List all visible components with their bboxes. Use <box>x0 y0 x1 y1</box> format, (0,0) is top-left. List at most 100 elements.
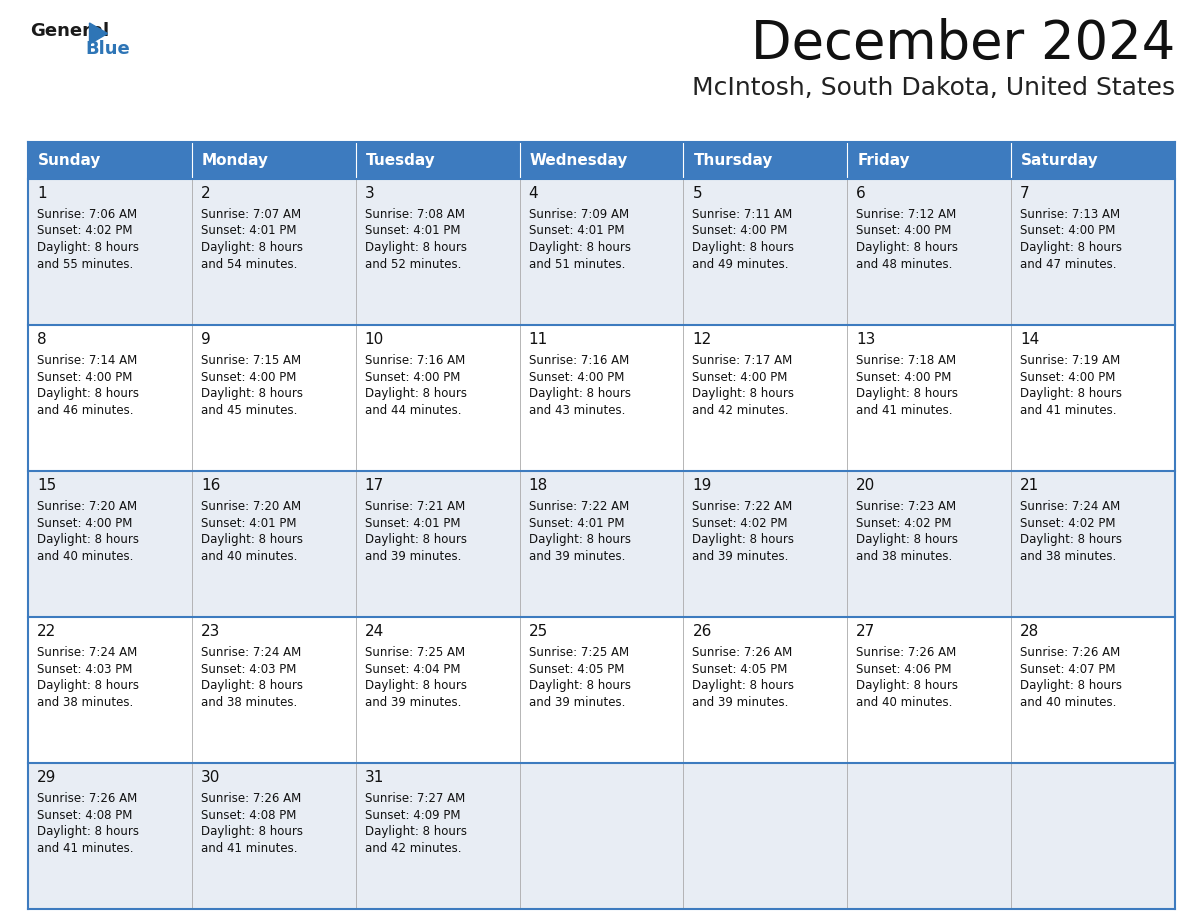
Bar <box>29 142 191 178</box>
Text: and 47 minutes.: and 47 minutes. <box>1020 258 1117 271</box>
Text: Sunrise: 7:23 AM: Sunrise: 7:23 AM <box>857 500 956 513</box>
Text: Friday: Friday <box>858 152 910 168</box>
Text: Daylight: 8 hours: Daylight: 8 hours <box>857 533 959 546</box>
Text: 28: 28 <box>1020 624 1040 639</box>
Bar <box>29 471 1175 617</box>
Text: and 38 minutes.: and 38 minutes. <box>37 696 133 709</box>
Text: Sunset: 4:05 PM: Sunset: 4:05 PM <box>693 663 788 676</box>
Text: Daylight: 8 hours: Daylight: 8 hours <box>693 533 795 546</box>
Text: Daylight: 8 hours: Daylight: 8 hours <box>37 533 139 546</box>
Bar <box>847 142 1011 178</box>
Text: 7: 7 <box>1020 185 1030 200</box>
Text: 10: 10 <box>365 331 384 347</box>
Text: and 55 minutes.: and 55 minutes. <box>37 258 133 271</box>
Text: 2: 2 <box>201 185 210 200</box>
Text: and 39 minutes.: and 39 minutes. <box>365 696 461 709</box>
Text: Sunrise: 7:13 AM: Sunrise: 7:13 AM <box>1020 208 1120 221</box>
Text: Sunset: 4:00 PM: Sunset: 4:00 PM <box>201 371 296 384</box>
Text: Monday: Monday <box>202 152 268 168</box>
Text: Sunrise: 7:21 AM: Sunrise: 7:21 AM <box>365 500 465 513</box>
Text: Daylight: 8 hours: Daylight: 8 hours <box>1020 533 1123 546</box>
Text: and 40 minutes.: and 40 minutes. <box>857 696 953 709</box>
Text: Daylight: 8 hours: Daylight: 8 hours <box>201 825 303 838</box>
Text: Sunset: 4:02 PM: Sunset: 4:02 PM <box>693 517 788 530</box>
Text: 20: 20 <box>857 477 876 493</box>
Text: Daylight: 8 hours: Daylight: 8 hours <box>1020 387 1123 400</box>
Text: and 39 minutes.: and 39 minutes. <box>693 550 789 563</box>
Text: Sunset: 4:08 PM: Sunset: 4:08 PM <box>37 809 132 822</box>
Text: Sunset: 4:01 PM: Sunset: 4:01 PM <box>365 225 460 238</box>
Text: Sunrise: 7:06 AM: Sunrise: 7:06 AM <box>37 208 137 221</box>
Text: and 42 minutes.: and 42 minutes. <box>365 842 461 855</box>
Text: and 42 minutes.: and 42 minutes. <box>693 404 789 417</box>
Text: Sunrise: 7:20 AM: Sunrise: 7:20 AM <box>201 500 301 513</box>
Bar <box>519 142 683 178</box>
Text: Sunset: 4:00 PM: Sunset: 4:00 PM <box>1020 225 1116 238</box>
Text: December 2024: December 2024 <box>751 18 1175 70</box>
Text: Daylight: 8 hours: Daylight: 8 hours <box>857 387 959 400</box>
Text: 26: 26 <box>693 624 712 639</box>
Text: Daylight: 8 hours: Daylight: 8 hours <box>37 387 139 400</box>
Text: Sunset: 4:01 PM: Sunset: 4:01 PM <box>529 517 624 530</box>
Text: 4: 4 <box>529 185 538 200</box>
Text: 21: 21 <box>1020 477 1040 493</box>
Text: Tuesday: Tuesday <box>366 152 436 168</box>
Text: Sunset: 4:00 PM: Sunset: 4:00 PM <box>529 371 624 384</box>
Text: Sunrise: 7:17 AM: Sunrise: 7:17 AM <box>693 354 792 367</box>
Text: Daylight: 8 hours: Daylight: 8 hours <box>365 241 467 254</box>
Text: Sunrise: 7:24 AM: Sunrise: 7:24 AM <box>1020 500 1120 513</box>
Text: Blue: Blue <box>86 39 129 58</box>
Bar <box>29 325 1175 471</box>
Bar <box>29 178 1175 325</box>
Text: Sunset: 4:09 PM: Sunset: 4:09 PM <box>365 809 460 822</box>
Text: 18: 18 <box>529 477 548 493</box>
Text: Daylight: 8 hours: Daylight: 8 hours <box>1020 679 1123 692</box>
Text: Daylight: 8 hours: Daylight: 8 hours <box>693 387 795 400</box>
Text: Sunset: 4:00 PM: Sunset: 4:00 PM <box>857 371 952 384</box>
Text: Sunset: 4:03 PM: Sunset: 4:03 PM <box>37 663 132 676</box>
Text: Wednesday: Wednesday <box>530 152 628 168</box>
Text: Sunrise: 7:22 AM: Sunrise: 7:22 AM <box>529 500 628 513</box>
Text: Daylight: 8 hours: Daylight: 8 hours <box>529 387 631 400</box>
Text: and 39 minutes.: and 39 minutes. <box>529 550 625 563</box>
Text: Sunset: 4:00 PM: Sunset: 4:00 PM <box>1020 371 1116 384</box>
Text: Sunset: 4:00 PM: Sunset: 4:00 PM <box>37 371 132 384</box>
Text: 11: 11 <box>529 331 548 347</box>
Text: and 40 minutes.: and 40 minutes. <box>37 550 133 563</box>
Text: and 52 minutes.: and 52 minutes. <box>365 258 461 271</box>
Text: Sunset: 4:00 PM: Sunset: 4:00 PM <box>693 371 788 384</box>
Text: 3: 3 <box>365 185 374 200</box>
Text: 31: 31 <box>365 770 384 785</box>
Text: Sunrise: 7:19 AM: Sunrise: 7:19 AM <box>1020 354 1120 367</box>
Text: Sunrise: 7:26 AM: Sunrise: 7:26 AM <box>37 792 138 805</box>
Text: Sunset: 4:06 PM: Sunset: 4:06 PM <box>857 663 952 676</box>
Text: 24: 24 <box>365 624 384 639</box>
Text: and 41 minutes.: and 41 minutes. <box>1020 404 1117 417</box>
Bar <box>683 142 847 178</box>
Text: Sunrise: 7:07 AM: Sunrise: 7:07 AM <box>201 208 301 221</box>
Text: and 44 minutes.: and 44 minutes. <box>365 404 461 417</box>
Text: and 49 minutes.: and 49 minutes. <box>693 258 789 271</box>
Bar <box>29 617 1175 763</box>
Text: and 41 minutes.: and 41 minutes. <box>857 404 953 417</box>
Text: 15: 15 <box>37 477 56 493</box>
Text: Sunset: 4:00 PM: Sunset: 4:00 PM <box>365 371 460 384</box>
Text: McIntosh, South Dakota, United States: McIntosh, South Dakota, United States <box>691 76 1175 100</box>
Text: Daylight: 8 hours: Daylight: 8 hours <box>37 825 139 838</box>
Text: Daylight: 8 hours: Daylight: 8 hours <box>201 679 303 692</box>
Text: Sunset: 4:07 PM: Sunset: 4:07 PM <box>1020 663 1116 676</box>
Text: and 46 minutes.: and 46 minutes. <box>37 404 133 417</box>
Text: 9: 9 <box>201 331 210 347</box>
Text: 13: 13 <box>857 331 876 347</box>
Text: Sunrise: 7:24 AM: Sunrise: 7:24 AM <box>37 646 138 659</box>
Text: Sunset: 4:02 PM: Sunset: 4:02 PM <box>1020 517 1116 530</box>
Text: 25: 25 <box>529 624 548 639</box>
Text: and 41 minutes.: and 41 minutes. <box>37 842 133 855</box>
Text: 5: 5 <box>693 185 702 200</box>
Text: Sunset: 4:02 PM: Sunset: 4:02 PM <box>37 225 133 238</box>
Text: 8: 8 <box>37 331 46 347</box>
Text: Daylight: 8 hours: Daylight: 8 hours <box>365 679 467 692</box>
Text: Sunrise: 7:20 AM: Sunrise: 7:20 AM <box>37 500 137 513</box>
Text: and 38 minutes.: and 38 minutes. <box>201 696 297 709</box>
Text: Sunday: Sunday <box>38 152 101 168</box>
